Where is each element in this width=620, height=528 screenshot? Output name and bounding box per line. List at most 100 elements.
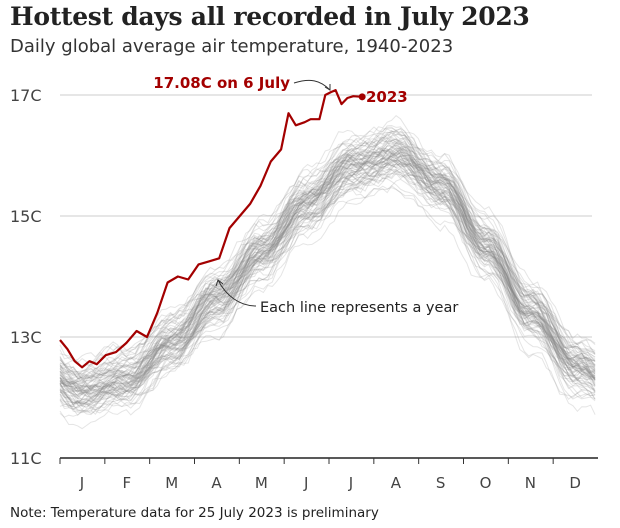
year-line (59, 148, 596, 381)
year-line (59, 151, 596, 398)
x-tick-label: J (348, 474, 353, 492)
x-tick-label: S (436, 474, 446, 492)
y-tick-label: 11C (10, 449, 42, 468)
x-tick-label: D (569, 474, 581, 492)
year-line (59, 152, 596, 394)
year-line (59, 146, 596, 398)
year-line (59, 162, 596, 405)
year-line (59, 138, 596, 384)
year-line (59, 138, 596, 381)
year-line (59, 130, 596, 369)
x-tick-label: J (79, 474, 84, 492)
x-tick-label: N (525, 474, 536, 492)
year-line (59, 161, 596, 412)
year-line (59, 169, 596, 411)
year-line (59, 126, 596, 377)
year-line (59, 152, 596, 391)
year-line (59, 157, 596, 404)
x-tick-label: M (255, 474, 268, 492)
year-line (59, 143, 596, 391)
year-line (59, 157, 596, 392)
year-line (59, 144, 596, 394)
year-line (59, 159, 596, 406)
year-line (59, 151, 596, 397)
year-line (59, 155, 596, 391)
year-line (59, 154, 596, 405)
record-annotation: 17.08C on 6 July (153, 74, 290, 92)
x-tick-label: M (165, 474, 178, 492)
year-line (59, 159, 596, 411)
year-line (59, 161, 596, 413)
year-line (59, 155, 596, 398)
y-tick-label: 15C (10, 207, 42, 226)
year-line (59, 141, 596, 380)
year-line (59, 163, 596, 408)
x-tick-label: A (211, 474, 222, 492)
year-line (59, 140, 596, 395)
year-line (59, 115, 596, 364)
year-line (59, 158, 596, 392)
year-line (59, 170, 596, 408)
series-2023-line (59, 89, 363, 369)
footnote: Note: Temperature data for 25 July 2023 … (10, 505, 379, 521)
lines-annotation: Each line represents a year (260, 300, 458, 316)
year-line (59, 178, 596, 418)
year-line (59, 127, 596, 377)
year-line (59, 155, 596, 403)
year-line (59, 129, 596, 376)
year-line (59, 138, 596, 385)
year-line (59, 161, 596, 405)
year-line (59, 147, 596, 396)
year-line (59, 149, 596, 388)
year-line (59, 155, 596, 406)
year-line (59, 139, 596, 392)
y-tick-label: 13C (10, 328, 42, 347)
year-line (59, 158, 596, 397)
year-line (59, 148, 596, 392)
year-line (59, 163, 596, 408)
year-line (59, 167, 596, 415)
year-line (59, 172, 596, 410)
lines-arrowhead (215, 279, 224, 287)
year-line (59, 129, 596, 373)
y-tick-label: 17C (10, 86, 42, 105)
year-line (59, 185, 596, 415)
x-tick-label: O (480, 474, 492, 492)
series-label-2023: 2023 (366, 88, 408, 106)
year-line (59, 146, 596, 400)
year-line (59, 154, 596, 392)
record-arrow (293, 79, 331, 91)
year-line (59, 160, 596, 402)
year-line (59, 162, 596, 400)
year-line (59, 136, 596, 394)
year-line (59, 157, 596, 405)
year-line (59, 172, 596, 416)
year-line (59, 146, 596, 387)
chart-subtitle: Daily global average air temperature, 19… (10, 36, 454, 57)
year-line (59, 163, 596, 400)
year-line (59, 165, 596, 409)
year-line (59, 149, 596, 387)
x-tick-label: F (123, 474, 132, 492)
year-line (59, 149, 596, 407)
x-tick-label: J (303, 474, 308, 492)
year-line (59, 139, 596, 383)
year-line (59, 131, 596, 384)
chart-title: Hottest days all recorded in July 2023 (10, 2, 530, 31)
year-line (59, 131, 596, 376)
year-line (59, 129, 596, 388)
year-line (59, 168, 596, 411)
series-2023-endpoint (358, 93, 366, 101)
year-line (59, 142, 596, 381)
x-tick-label: A (391, 474, 402, 492)
year-line (59, 148, 596, 393)
lines-arrow (217, 279, 257, 307)
year-line (59, 185, 596, 430)
year-line (59, 145, 596, 395)
year-line (59, 149, 596, 397)
year-line (59, 137, 596, 381)
year-line (59, 124, 596, 362)
year-line (59, 177, 596, 411)
year-line (59, 149, 596, 388)
